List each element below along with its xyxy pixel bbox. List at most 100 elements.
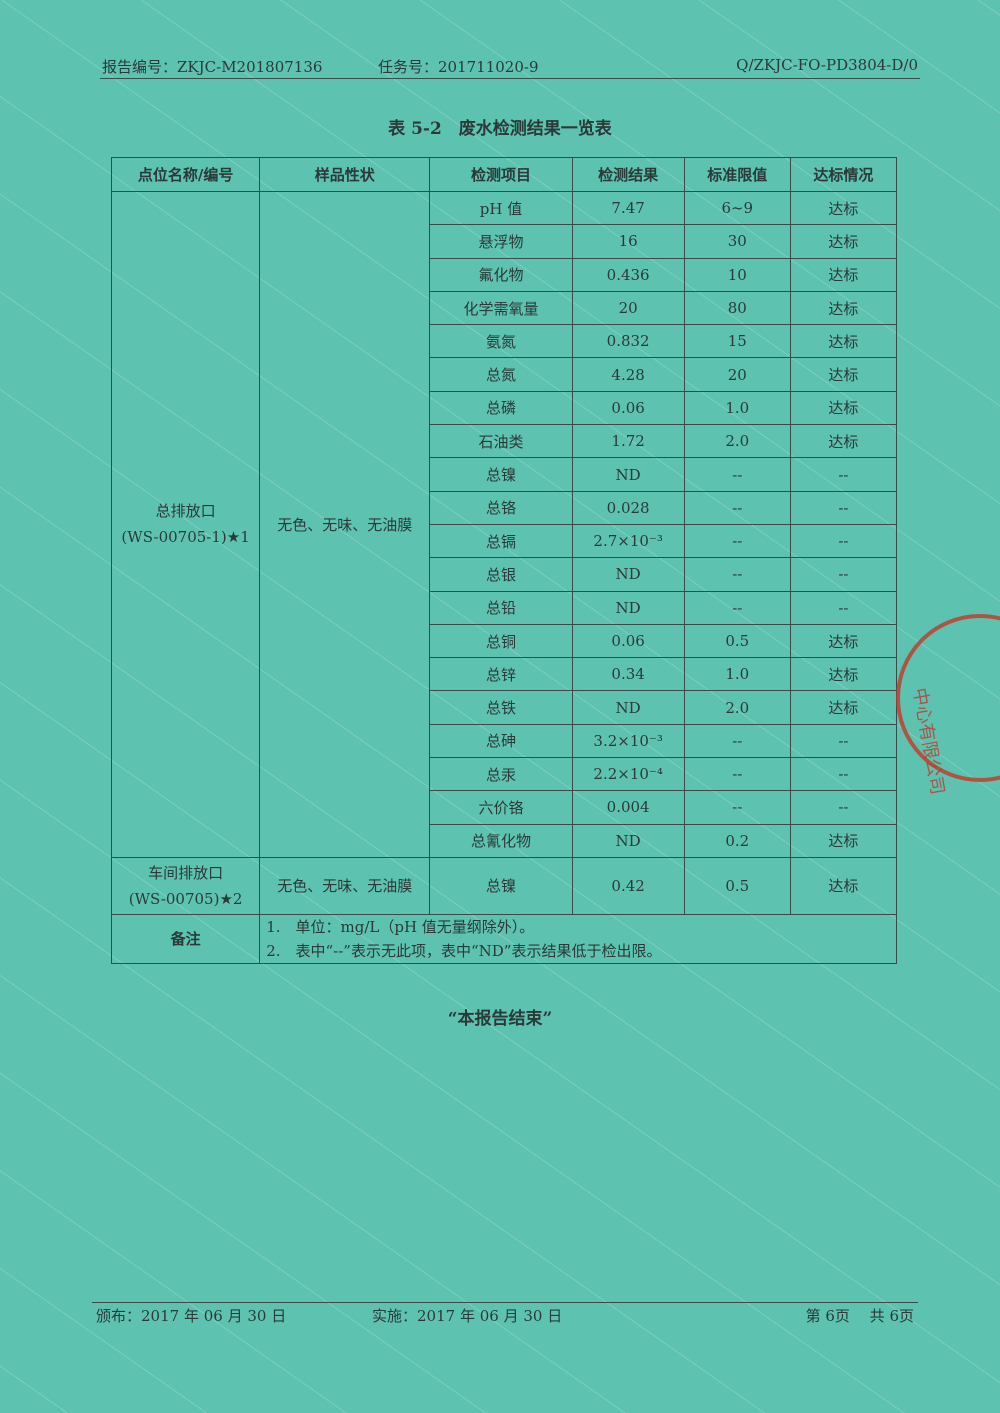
item-cell: pH 值 [429,190,573,226]
result-cell: 0.028 [571,490,685,525]
compliance-cell: 达标 [789,657,898,692]
compliance-cell: -- [789,790,898,825]
company-seal: 中心有限公司 [896,614,1000,796]
table-row: 六价铬 0.004 -- -- [112,790,898,825]
table-row: 总砷 3.2×10⁻³ -- -- [112,723,898,759]
item-cell: 总氰化物 [429,823,573,858]
task-number: 任务号：201711020-9 [378,58,539,76]
limit-cell: 2.0 [683,424,791,459]
table-row: 氟化物 0.436 10 达标 [112,257,898,292]
table-row: 总氮 4.28 20 达标 [112,357,898,392]
compliance-cell: 达标 [789,424,898,459]
compliance-cell: 达标 [789,190,898,226]
limit-cell: 2.0 [683,690,791,725]
table-row: 总锌 0.34 1.0 达标 [112,657,898,692]
column-header: 检测结果 [571,157,685,192]
compliance-cell: -- [789,557,898,592]
item-cell: 石油类 [429,424,573,459]
limit-cell: 30 [683,224,791,259]
result-cell: 4.28 [571,357,685,392]
compliance-cell: 达标 [789,823,898,858]
site-code: (WS-00705-1)★1 [121,528,250,547]
compliance-cell: 达标 [789,856,898,915]
page-number: 第 6页 共 6页 [805,1307,914,1325]
item-cell: 总砷 [429,723,573,759]
notes-cell: 1. 单位：mg/L（pH 值无量纲除外）。 2. 表中“--”表示无此项，表中“… [259,913,897,964]
note-item: 2. 表中“--”表示无此项，表中“ND”表示结果低于检出限。 [266,941,662,960]
item-cell: 总铁 [429,690,573,725]
table-row: 总氰化物 ND 0.2 达标 [112,823,898,858]
result-cell: ND [571,690,685,725]
item-cell: 氨氮 [429,324,573,359]
notes-row: 备注 1. 单位：mg/L（pH 值无量纲除外）。 2. 表中“--”表示无此项，表… [110,913,897,964]
result-cell: 0.832 [571,324,685,359]
table-row: 总铬 0.028 -- -- [112,490,898,525]
limit-cell: -- [683,723,791,759]
limit-cell: 80 [683,290,791,326]
site-cell: 车间排放口 (WS-00705)★2 [110,856,261,915]
limit-cell: -- [683,790,791,825]
result-cell: 3.2×10⁻³ [571,723,685,759]
result-cell: 2.7×10⁻³ [571,523,685,559]
report-end: “本报告结束” [447,1009,553,1029]
compliance-cell: 达标 [789,257,898,292]
table-title: 表 5-2 废水检测结果一览表 [388,119,612,139]
compliance-cell: 达标 [789,690,898,725]
limit-cell: 15 [683,324,791,359]
item-cell: 总镍 [429,457,573,492]
limit-cell: 20 [683,357,791,392]
limit-cell: -- [683,757,791,792]
table-row: 总磷 0.06 1.0 达标 [112,390,898,426]
compliance-cell: -- [789,523,898,559]
result-cell: 2.2×10⁻⁴ [571,757,685,792]
site-code: (WS-00705)★2 [128,889,243,908]
site-name: 车间排放口 [148,863,224,882]
item-cell: 总磷 [429,390,573,426]
result-cell: 16 [571,224,685,259]
document-code: Q/ZKJC-FO-PD3804-D/0 [736,56,918,74]
item-cell: 总镍 [429,856,573,915]
table-row: 总铁 ND 2.0 达标 [112,690,898,725]
appearance-cell: 无色、无味、无油膜 [259,191,431,858]
result-cell: 0.436 [571,257,685,292]
item-cell: 总铜 [429,623,573,659]
table-row: 悬浮物 16 30 达标 [112,224,898,259]
report-number: 报告编号：ZKJC-M201807136 [102,58,323,76]
compliance-cell: 达标 [789,290,898,326]
limit-cell: -- [683,490,791,525]
result-cell: ND [571,823,685,858]
site-cell: 总排放口 (WS-00705-1)★1 [110,191,261,858]
page-header: 报告编号：ZKJC-M201807136 任务号：201711020-9 Q/Z… [100,56,920,79]
compliance-cell: -- [789,590,898,625]
results-table: 点位名称/编号 样品性状 检测项目 检测结果 标准限值 达标情况 总排放口 (WS-0070… [110,157,898,964]
table-row: 总排放口 (WS-00705-1)★1 无色、无味、无油膜 pH 值 7.47 6~9 达标 [110,190,898,858]
item-cell: 总镉 [429,523,573,559]
item-cell: 化学需氧量 [429,290,573,326]
item-cell: 悬浮物 [429,224,573,259]
result-cell: ND [571,557,685,592]
limit-cell: 6~9 [683,190,791,226]
column-header: 样品性状 [259,157,431,192]
limit-cell: 1.0 [683,657,791,692]
column-header: 达标情况 [789,157,898,192]
item-cell: 总铅 [429,590,573,625]
result-cell: ND [571,590,685,625]
table-row: 氨氮 0.832 15 达标 [112,324,898,359]
result-cell: 7.47 [571,190,685,226]
result-cell: 0.42 [571,856,685,915]
item-cell: 总铬 [429,490,573,525]
limit-cell: -- [683,590,791,625]
limit-cell: 1.0 [683,390,791,426]
compliance-cell: -- [789,723,898,759]
column-header: 标准限值 [683,157,791,192]
compliance-cell: -- [789,757,898,792]
column-header: 点位名称/编号 [110,157,261,192]
effective-date: 实施：2017 年 06 月 30 日 [372,1307,563,1325]
site-name: 总排放口 [155,502,216,521]
page-footer: 颁布：2017 年 06 月 30 日 实施：2017 年 06 月 30 日 … [92,1302,918,1327]
limit-cell: -- [683,557,791,592]
compliance-cell: -- [789,490,898,525]
limit-cell: -- [683,457,791,492]
limit-cell: -- [683,523,791,559]
item-cell: 总氮 [429,357,573,392]
